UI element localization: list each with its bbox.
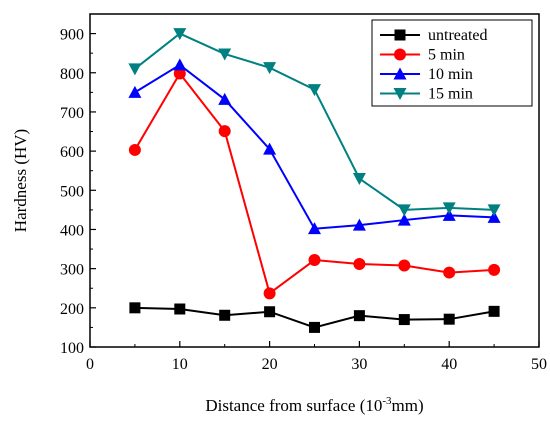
legend-swatch-marker [393,67,407,80]
x-axis-label-main: Distance from surface (10 [205,396,382,415]
data-point [173,67,186,80]
x-axis-label-end: mm) [392,396,424,415]
legend-swatch-marker [393,88,407,100]
data-point [263,142,277,155]
y-axis-label: Hardness (HV) [11,129,30,232]
legend-item: untreated [380,27,488,44]
x-tick-label: 40 [441,356,457,373]
data-point [398,259,411,272]
x-axis-label-superscript: -3 [382,395,392,407]
y-tick-label: 900 [60,27,84,44]
data-point [442,208,456,221]
data-point [352,218,366,231]
legend-item: 10 min [380,66,473,83]
legend-label: 5 min [428,47,465,64]
data-point [442,202,456,215]
legend-label: 15 min [428,86,473,103]
x-tick-label: 10 [172,356,188,373]
series-layer [128,28,501,333]
data-point [488,305,500,317]
y-tick-label: 600 [60,144,84,161]
y-tick-label: 300 [60,262,84,279]
x-tick-label: 30 [351,356,367,373]
data-point [309,321,320,333]
y-tick-label: 400 [60,222,84,239]
data-point [128,85,142,98]
data-point [308,222,321,235]
data-point [353,257,366,270]
data-point [219,309,231,321]
data-point [443,266,456,279]
data-point [308,84,321,97]
data-point [264,306,276,318]
data-point [218,92,232,105]
data-point [353,310,365,322]
y-tick-label: 800 [60,66,84,83]
data-point [443,313,455,325]
data-point [129,302,141,314]
x-tick-label: 20 [262,356,278,373]
x-axis-label: Distance from surface (10-3mm) [205,395,423,415]
data-point [487,210,501,223]
data-point [263,62,277,75]
data-point [128,63,142,76]
data-point [487,204,501,217]
data-point [397,204,411,217]
legend-item: 15 min [380,86,473,103]
series-untreated [129,302,500,333]
series-10-min [128,58,501,235]
x-tick-label: 0 [86,356,94,373]
data-point [308,254,321,267]
x-axis: 0 10 20 30 40 50 [86,341,547,373]
data-point [263,287,276,300]
data-point [128,143,141,156]
x-tick-label: 50 [531,356,547,373]
data-point [218,48,232,61]
data-point [488,263,501,276]
series-15-min [128,28,501,217]
legend-swatch-marker [394,48,406,61]
legend-label: untreated [428,27,488,44]
data-point [398,314,410,326]
data-point [173,28,187,41]
legend: untreated 5 min 10 min 15 min [371,19,533,107]
data-point [397,213,411,226]
y-tick-label: 700 [60,105,84,122]
y-tick-label: 200 [60,301,84,318]
legend-swatch-marker [394,29,406,41]
data-point [218,125,231,138]
data-point [352,173,366,186]
series-5-min [128,67,501,300]
data-point [174,303,186,315]
legend-item: 5 min [380,47,465,64]
y-tick-label: 100 [60,340,84,357]
data-point [173,58,187,71]
y-tick-label: 500 [60,183,84,200]
legend-label: 10 min [428,66,473,83]
y-axis: 100 200 300 400 500 600 700 800 900 [60,13,96,357]
